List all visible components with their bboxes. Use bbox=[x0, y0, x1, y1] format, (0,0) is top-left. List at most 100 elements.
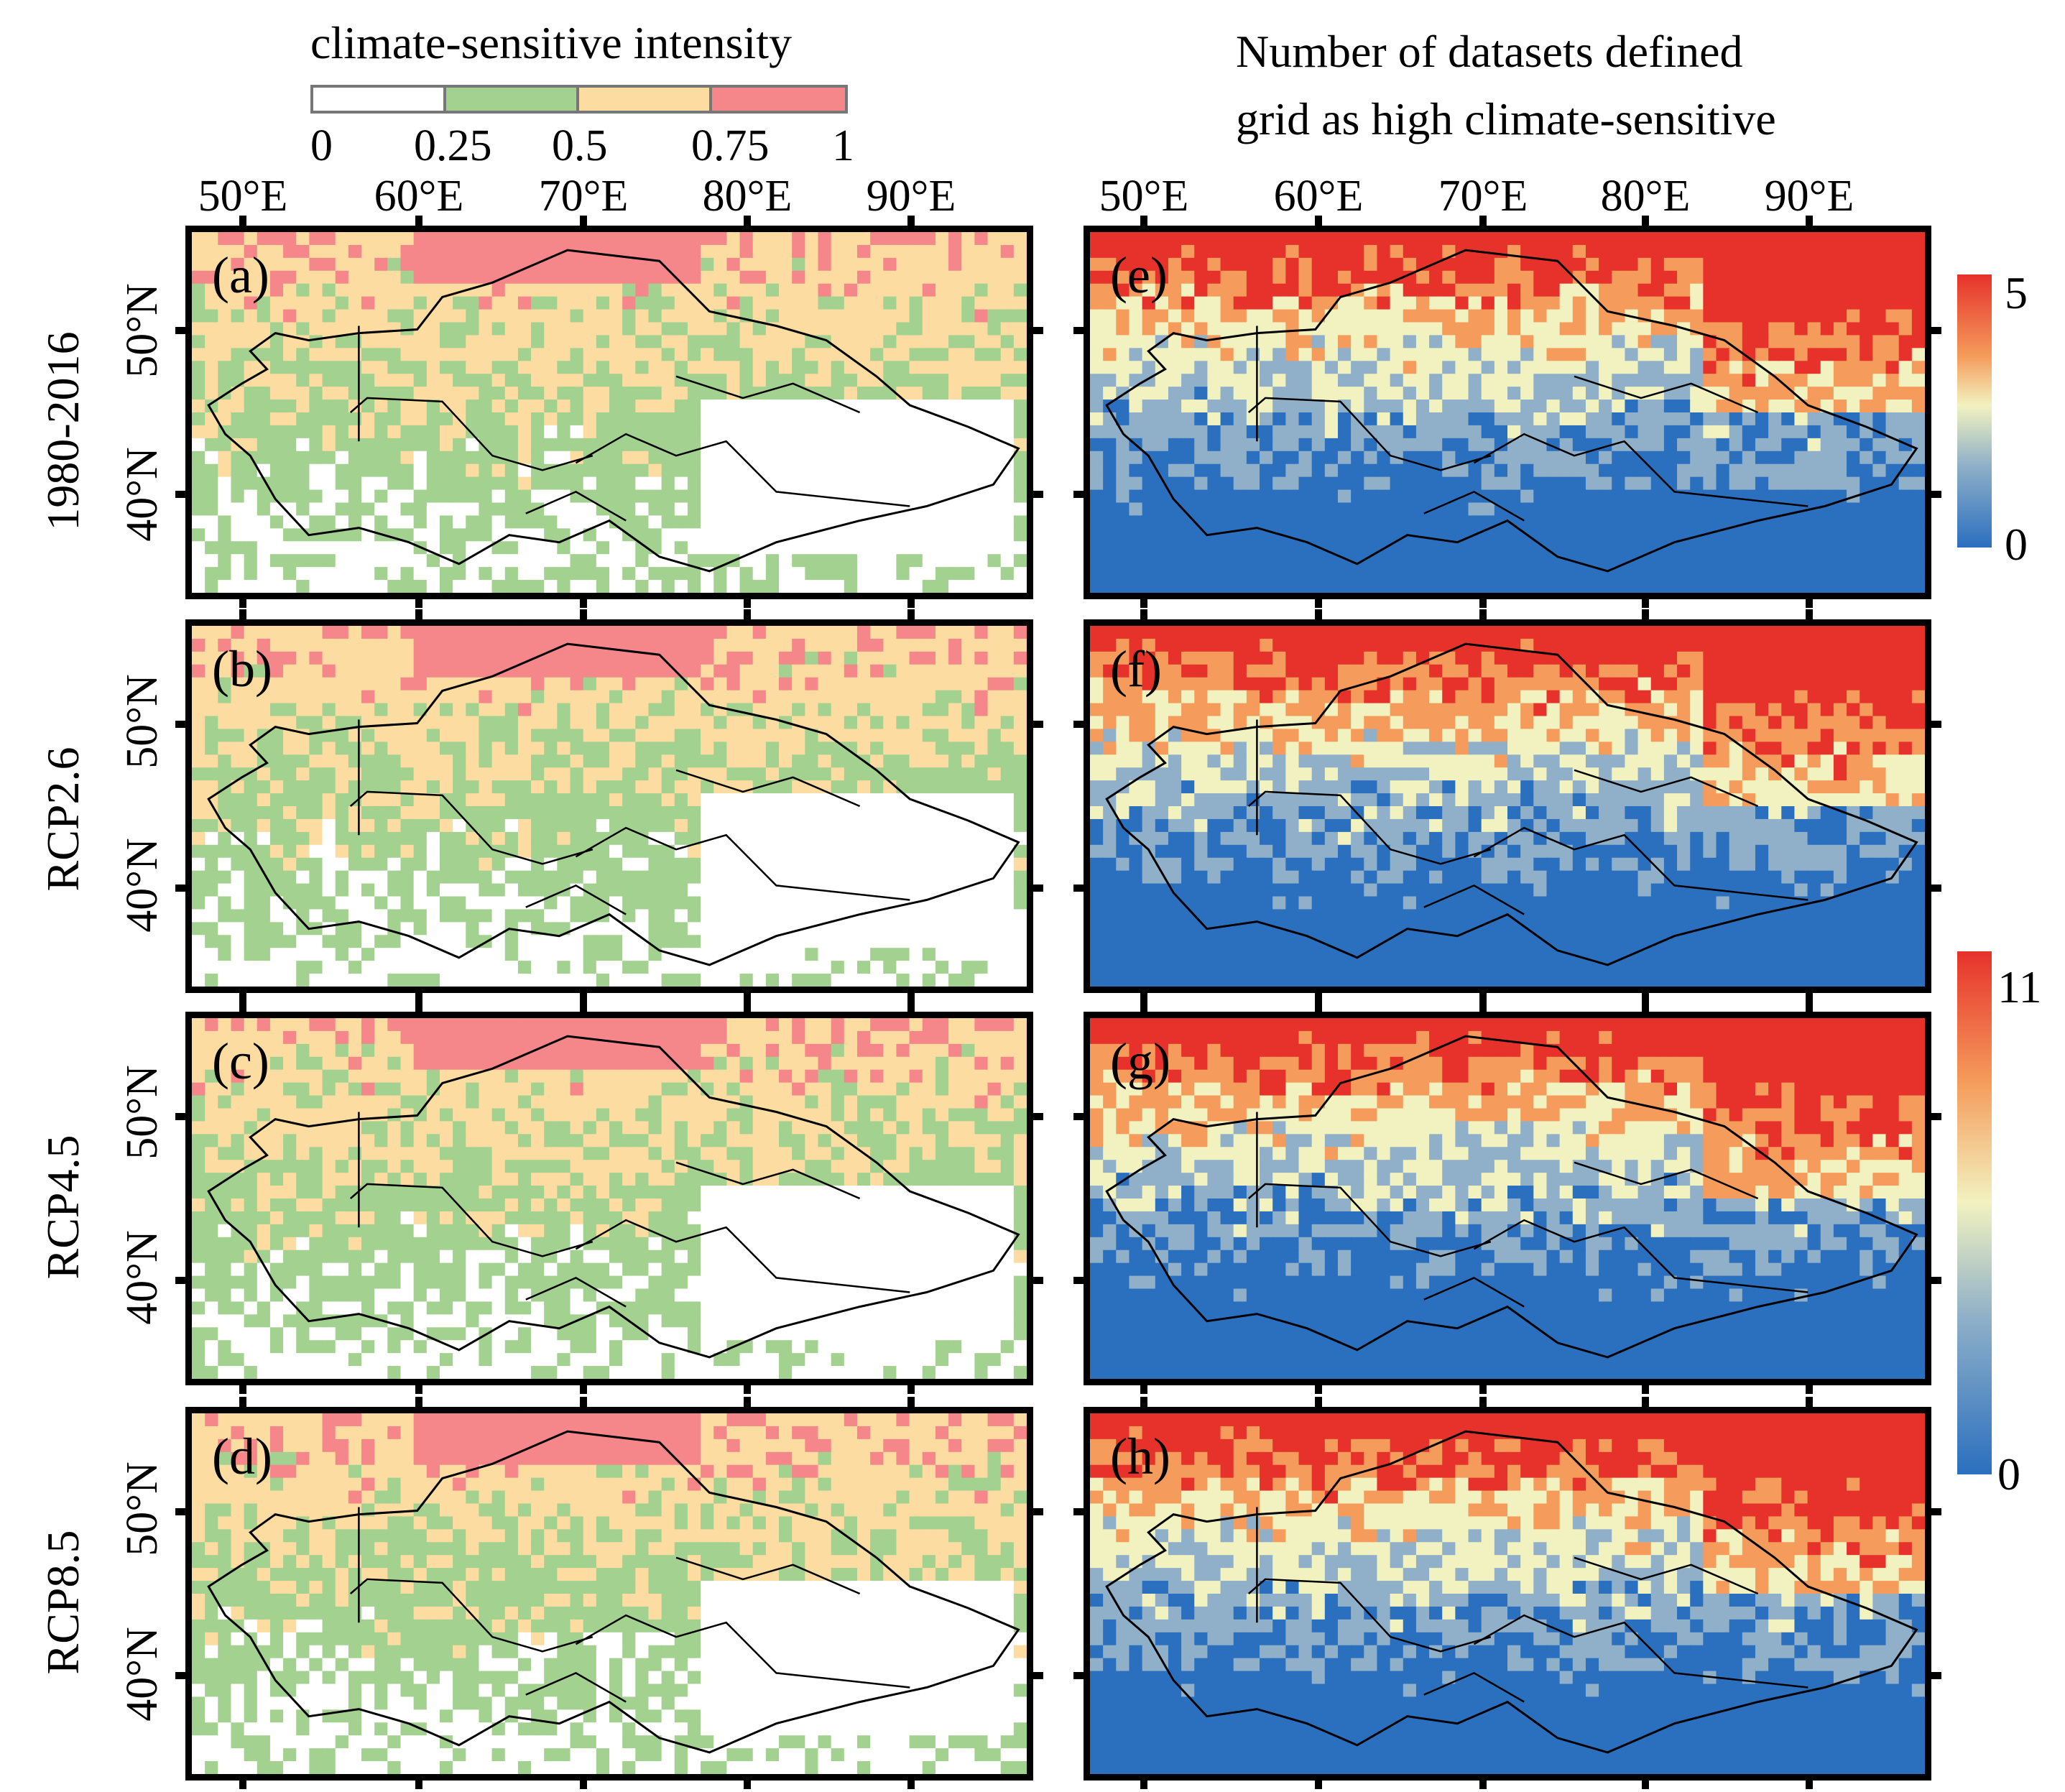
grid-cell bbox=[205, 399, 218, 413]
grid-cell bbox=[309, 244, 323, 259]
grid-cell bbox=[1013, 806, 1027, 820]
grid-cell bbox=[387, 844, 402, 859]
grid-cell bbox=[531, 309, 545, 323]
grid-cell bbox=[466, 664, 480, 678]
grid-cell bbox=[322, 831, 336, 846]
grid-cell bbox=[987, 922, 1002, 936]
grid-cell bbox=[622, 502, 636, 517]
grid-cell bbox=[453, 883, 466, 897]
grid-cell bbox=[687, 1275, 701, 1290]
lon-label-left-80: 80°E bbox=[702, 172, 793, 221]
grid-cell bbox=[1013, 1043, 1027, 1058]
grid-cell bbox=[400, 1030, 415, 1045]
grid-cell bbox=[583, 1030, 597, 1045]
grid-cell bbox=[335, 412, 349, 426]
grid-cell bbox=[818, 1237, 832, 1251]
grid-cell bbox=[387, 348, 402, 361]
grid-cell bbox=[583, 387, 597, 400]
grid-cell bbox=[674, 412, 688, 426]
grid-cell bbox=[752, 909, 767, 923]
grid-cell bbox=[1013, 1134, 1027, 1147]
grid-cell bbox=[244, 1198, 258, 1212]
grid-cell bbox=[400, 677, 415, 691]
grid-cell bbox=[205, 974, 218, 987]
grid-cell bbox=[413, 335, 428, 348]
grid-cell bbox=[726, 883, 741, 897]
grid-cell bbox=[961, 1262, 975, 1277]
grid-cell bbox=[1013, 1186, 1027, 1199]
grid-cell bbox=[557, 677, 571, 691]
grid-cell bbox=[491, 361, 506, 374]
grid-cell bbox=[426, 677, 440, 691]
grid-cell bbox=[765, 1211, 780, 1225]
grid-cell bbox=[739, 974, 754, 987]
grid-cell bbox=[922, 1134, 936, 1147]
grid-cell bbox=[922, 1082, 936, 1096]
grid-cell bbox=[504, 651, 519, 665]
grid-cell bbox=[269, 729, 284, 742]
grid-cell bbox=[674, 626, 688, 639]
grid-cell bbox=[269, 528, 284, 542]
grid-cell bbox=[466, 1018, 480, 1032]
grid-cell bbox=[426, 244, 440, 259]
grid-cell bbox=[309, 283, 323, 297]
grid-cell bbox=[974, 567, 989, 581]
grid-cell bbox=[648, 1082, 662, 1096]
grid-cell bbox=[831, 793, 845, 807]
grid-cell bbox=[713, 463, 728, 478]
grid-cell bbox=[205, 767, 218, 781]
grid-cell bbox=[296, 870, 310, 885]
grid-cell bbox=[453, 1147, 466, 1160]
grid-cell bbox=[466, 1173, 480, 1186]
grid-cell bbox=[479, 690, 493, 704]
grid-cell bbox=[426, 1121, 440, 1135]
grid-cell bbox=[491, 374, 506, 387]
grid-cell bbox=[674, 909, 688, 923]
grid-cell bbox=[205, 626, 218, 639]
grid-cell bbox=[531, 1082, 545, 1096]
grid-cell bbox=[244, 896, 258, 910]
grid-cell bbox=[701, 541, 714, 555]
grid-cell bbox=[726, 664, 741, 678]
grid-cell bbox=[961, 664, 975, 678]
grid-cell bbox=[687, 451, 701, 465]
grid-cell bbox=[752, 1224, 767, 1238]
grid-cell bbox=[935, 1160, 949, 1173]
grid-cell bbox=[844, 1262, 858, 1277]
grid-cell bbox=[244, 502, 258, 517]
grid-cell bbox=[192, 283, 205, 297]
grid-cell bbox=[622, 870, 636, 885]
grid-cell bbox=[517, 948, 532, 961]
grid-cell bbox=[426, 489, 440, 504]
grid-cell bbox=[752, 1186, 767, 1199]
grid-cell bbox=[517, 335, 532, 348]
grid-cell bbox=[739, 361, 754, 374]
grid-cell bbox=[413, 283, 428, 297]
grid-cell bbox=[687, 935, 701, 948]
grid-cell bbox=[231, 883, 245, 897]
grid-cell bbox=[400, 348, 415, 361]
grid-cell bbox=[466, 1095, 480, 1109]
grid-cell bbox=[466, 463, 480, 478]
grid-cell bbox=[831, 716, 845, 730]
grid-cell bbox=[596, 948, 610, 961]
grid-cell bbox=[987, 580, 1002, 593]
grid-cell bbox=[1000, 335, 1015, 348]
grid-cell bbox=[426, 1224, 440, 1238]
grid-cell bbox=[752, 270, 767, 285]
grid-cell bbox=[609, 626, 623, 639]
grid-cell bbox=[713, 1198, 728, 1212]
grid-cell bbox=[205, 1288, 218, 1303]
grid-cell bbox=[283, 651, 297, 665]
grid-cell bbox=[466, 374, 480, 387]
grid-cell bbox=[792, 296, 805, 310]
grid-cell bbox=[335, 677, 349, 691]
grid-cell bbox=[818, 754, 832, 768]
grid-cell bbox=[491, 476, 506, 491]
grid-cell bbox=[296, 690, 310, 704]
grid-cell bbox=[1000, 729, 1015, 742]
grid-cell bbox=[269, 922, 284, 936]
grid-cell bbox=[400, 1082, 415, 1096]
grid-cell bbox=[439, 451, 453, 465]
legend-class-2 bbox=[579, 88, 712, 111]
